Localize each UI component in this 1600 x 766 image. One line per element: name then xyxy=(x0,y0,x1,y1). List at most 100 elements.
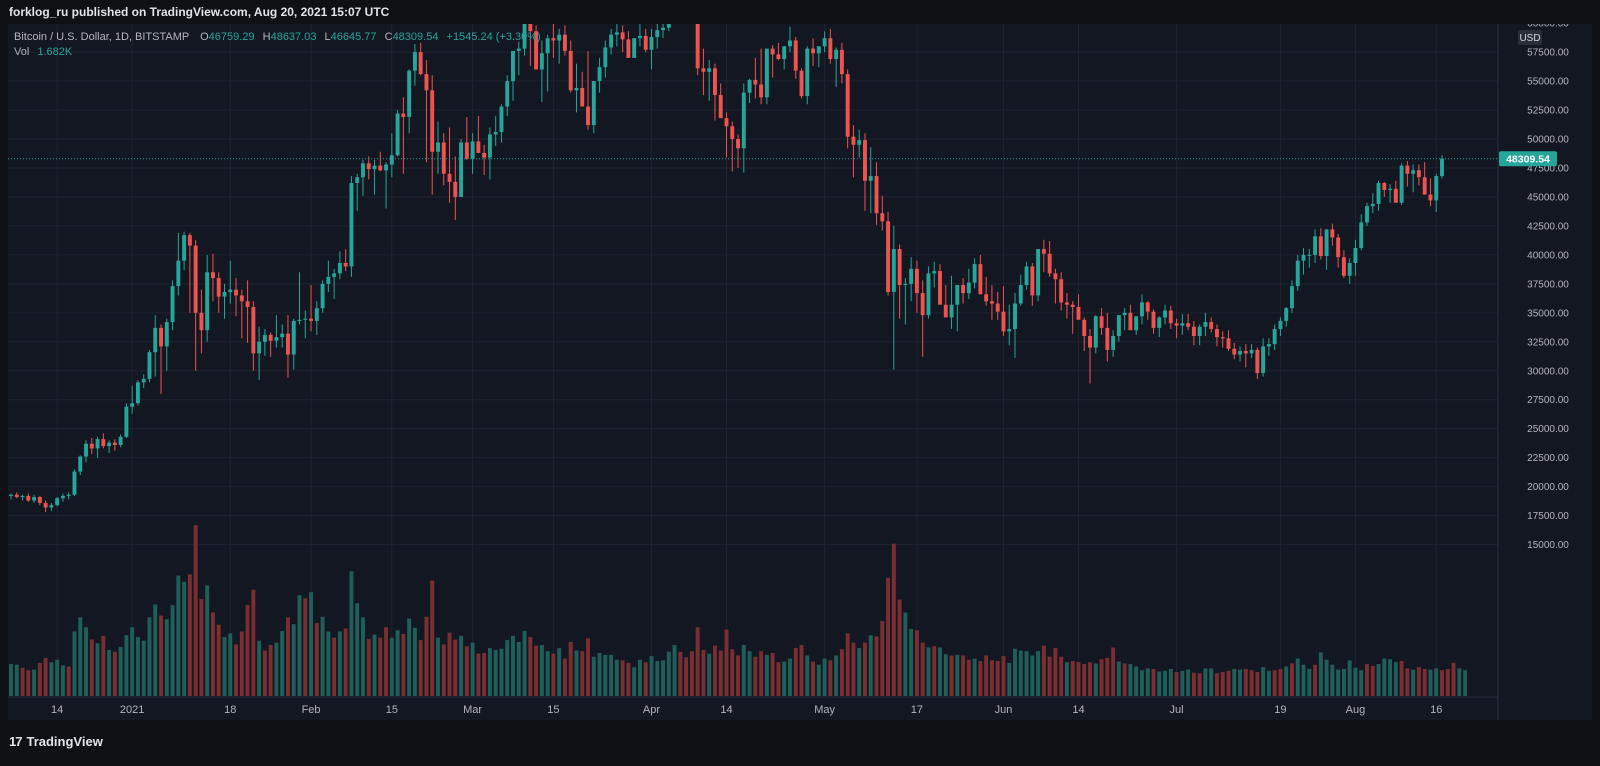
candle-body xyxy=(89,443,94,449)
volume-bar xyxy=(874,636,879,696)
candle-body xyxy=(1359,222,1364,248)
candle-body xyxy=(228,289,233,292)
volume-bar xyxy=(822,658,827,696)
volume-bar xyxy=(989,660,994,696)
candle-body xyxy=(112,442,117,445)
volume-bar xyxy=(395,630,400,696)
volume-bar xyxy=(60,665,65,696)
currency-badge-bg[interactable] xyxy=(1518,30,1542,45)
chart-area[interactable]: 15000.00 17500.00 20000.00 22500.00 25000.00… xyxy=(8,0,1592,720)
candle-body xyxy=(753,79,758,85)
candle-body xyxy=(1405,165,1410,174)
candle-body xyxy=(1139,302,1144,317)
volume-bar xyxy=(1249,670,1254,696)
volume-bar xyxy=(938,647,942,696)
candle-body xyxy=(366,163,371,170)
volume-bar xyxy=(1163,670,1167,696)
volume-bar xyxy=(268,645,273,696)
candle-body xyxy=(1076,307,1081,320)
candle-body xyxy=(695,5,700,69)
volume-bar xyxy=(978,660,983,696)
volume-bar xyxy=(753,656,758,696)
volume-bar xyxy=(124,635,129,696)
candle-body xyxy=(407,70,412,117)
volume-bar xyxy=(782,661,787,696)
candles xyxy=(9,0,1444,513)
candle-body xyxy=(1151,311,1156,328)
volume-bar xyxy=(164,619,169,696)
volume-bar xyxy=(482,653,487,696)
volume-bar xyxy=(961,655,966,696)
candle-body xyxy=(32,497,37,501)
volume-bar xyxy=(349,571,354,696)
volume-bar xyxy=(1336,669,1341,696)
price-chart[interactable]: 15000.00 17500.00 20000.00 22500.00 25000.00… xyxy=(8,0,1592,720)
volume-bar xyxy=(1226,670,1231,696)
volume-bar xyxy=(626,662,631,696)
candle-body xyxy=(1307,254,1312,256)
candle-body xyxy=(511,50,515,82)
volume-bar xyxy=(1232,668,1237,696)
volume-bar xyxy=(770,653,775,696)
volume-bar xyxy=(557,648,562,696)
candle-body xyxy=(574,88,579,91)
candle-body xyxy=(401,113,406,117)
candle-body xyxy=(770,48,775,55)
candle-body xyxy=(1203,322,1208,327)
volume-bar xyxy=(159,615,163,696)
volume-bar xyxy=(1093,663,1098,696)
candle-body xyxy=(37,497,42,503)
candle-body xyxy=(1411,170,1416,174)
volume-bar xyxy=(389,637,394,696)
candle-body xyxy=(822,38,827,47)
volume-bar xyxy=(257,640,262,696)
candle-body xyxy=(482,152,487,158)
candle-body xyxy=(920,293,925,316)
legend-close-label: C xyxy=(385,31,393,43)
candle-body xyxy=(1001,311,1006,332)
candle-body xyxy=(332,273,337,277)
volume-bar xyxy=(72,631,77,696)
candle-body xyxy=(989,301,994,304)
volume-bar xyxy=(718,650,723,696)
legend-open-value: 46759.29 xyxy=(209,31,255,43)
candle-body xyxy=(291,320,296,355)
candle-body xyxy=(101,439,106,447)
y-tick-label: 47500.00 xyxy=(1527,163,1569,174)
volume-bar xyxy=(1463,670,1468,696)
x-tick-label: 19 xyxy=(1274,704,1286,716)
volume-bar xyxy=(1070,660,1075,696)
candle-body xyxy=(955,285,960,305)
y-tick-label: 55000.00 xyxy=(1527,77,1569,88)
volume-bar xyxy=(1041,645,1046,696)
volume-bar xyxy=(337,631,342,696)
volume-bar xyxy=(1053,648,1058,696)
time-axis[interactable]: 14 2021 18 Feb 15 Mar 15 Apr 14 May 17 Jun 14 Jul 19 Au… xyxy=(51,704,1442,716)
candle-body xyxy=(205,272,210,331)
candle-body xyxy=(891,249,896,292)
candle-body xyxy=(159,327,163,347)
volume-bar xyxy=(1428,669,1433,696)
volume-bar xyxy=(788,658,792,696)
candle-body xyxy=(978,264,983,295)
price-axis[interactable]: 15000.00 17500.00 20000.00 22500.00 25000.00… xyxy=(1527,0,1569,551)
candle-body xyxy=(591,81,596,126)
candle-body xyxy=(764,48,769,98)
candle-body xyxy=(926,273,931,316)
currency-badge[interactable]: USD xyxy=(1519,33,1540,44)
candle-body xyxy=(487,134,492,158)
x-tick-label: Apr xyxy=(643,704,660,716)
volume-bar xyxy=(1434,668,1439,696)
volume-bar xyxy=(1134,666,1139,696)
x-tick-label: 16 xyxy=(1430,704,1442,716)
volume-bar xyxy=(955,654,960,696)
volume-bar xyxy=(343,628,348,696)
volume-bar xyxy=(1301,664,1306,696)
volume-bar xyxy=(597,653,602,696)
candle-body xyxy=(1116,315,1121,336)
volume-bar xyxy=(1082,664,1087,696)
x-tick-label: Mar xyxy=(463,704,482,716)
candle-body xyxy=(378,165,383,171)
tradingview-logo[interactable]: 17 TradingView xyxy=(9,734,103,749)
volume-bar xyxy=(378,637,383,696)
